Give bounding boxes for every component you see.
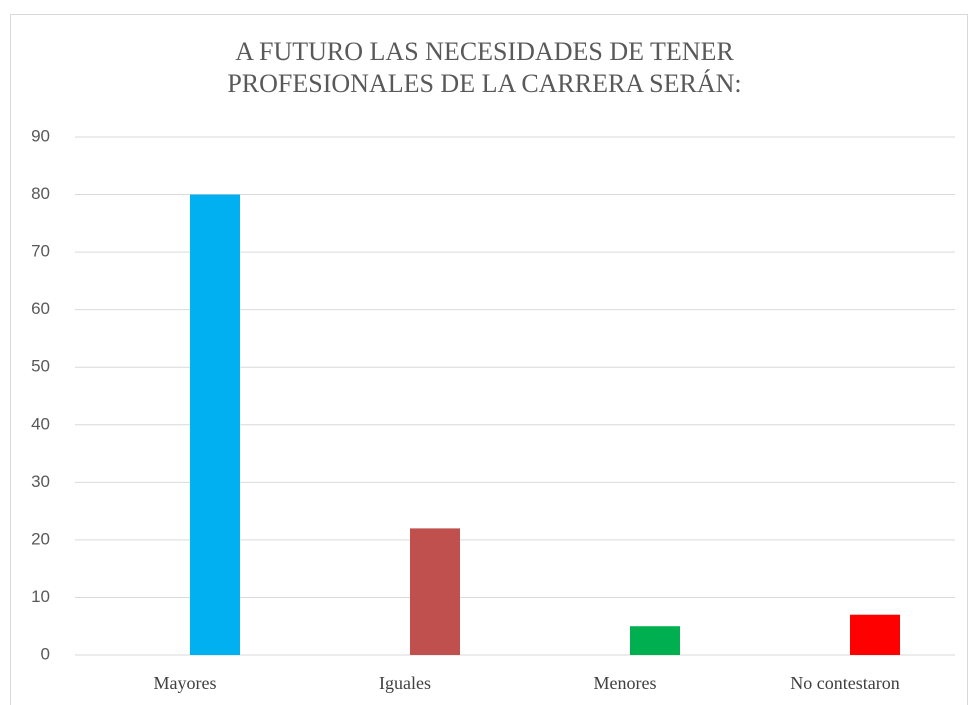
x-tick-label: Mayores: [154, 673, 217, 693]
y-tick-label: 60: [31, 299, 50, 318]
x-tick-label: Menores: [594, 673, 657, 693]
bar: [850, 614, 900, 655]
chart-title: A FUTURO LAS NECESIDADES DE TENER PROFES…: [227, 37, 742, 98]
y-tick-label: 40: [31, 414, 50, 433]
y-tick-label: 90: [31, 126, 50, 145]
y-tick-label: 0: [41, 644, 50, 663]
bar: [410, 528, 460, 655]
x-tick-label: No contestaron: [790, 673, 899, 693]
y-tick-label: 30: [31, 472, 50, 491]
chart-border: [10, 14, 968, 705]
y-tick-label: 50: [31, 357, 50, 376]
y-tick-label: 70: [31, 242, 50, 261]
bar: [190, 194, 240, 656]
y-tick-label: 10: [31, 587, 50, 606]
x-tick-label: Iguales: [379, 673, 431, 693]
y-tick-label: 20: [31, 529, 50, 548]
y-tick-label: 80: [31, 184, 50, 203]
bar: [630, 626, 680, 655]
